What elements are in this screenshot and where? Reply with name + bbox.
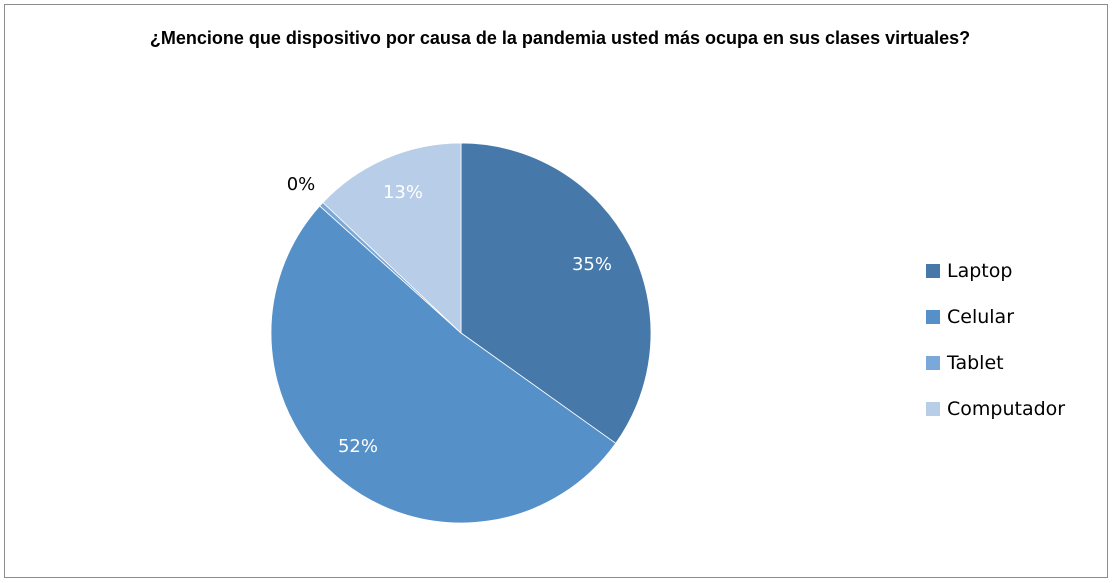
legend-swatch bbox=[926, 264, 940, 278]
pie-slice-celular bbox=[270, 205, 617, 524]
legend-swatch bbox=[926, 310, 940, 324]
legend-swatch bbox=[926, 356, 940, 370]
legend-item-computador: Computador bbox=[926, 386, 1065, 432]
legend-swatch bbox=[926, 402, 940, 416]
pie-slices bbox=[270, 142, 652, 524]
data-label-celular: 52% bbox=[338, 436, 378, 457]
legend-item-celular: Celular bbox=[926, 294, 1065, 340]
legend: Laptop Celular Tablet Computador bbox=[926, 248, 1065, 432]
legend-label: Tablet bbox=[947, 352, 1004, 374]
pie-slice-computador bbox=[322, 142, 462, 334]
pie-slice-laptop bbox=[460, 142, 652, 444]
legend-label: Computador bbox=[947, 398, 1066, 420]
chart-title: ¿Mencione que dispositivo por causa de l… bbox=[149, 28, 971, 48]
data-label-laptop: 35% bbox=[572, 254, 612, 275]
pie-data-labels: 35% 52% 0% 13% bbox=[287, 174, 612, 457]
legend-label: Laptop bbox=[947, 260, 1013, 282]
legend-item-tablet: Tablet bbox=[926, 340, 1065, 386]
data-label-computador: 13% bbox=[383, 182, 423, 203]
legend-item-laptop: Laptop bbox=[926, 248, 1065, 294]
legend-label: Celular bbox=[947, 306, 1015, 328]
data-label-tablet: 0% bbox=[287, 174, 316, 195]
